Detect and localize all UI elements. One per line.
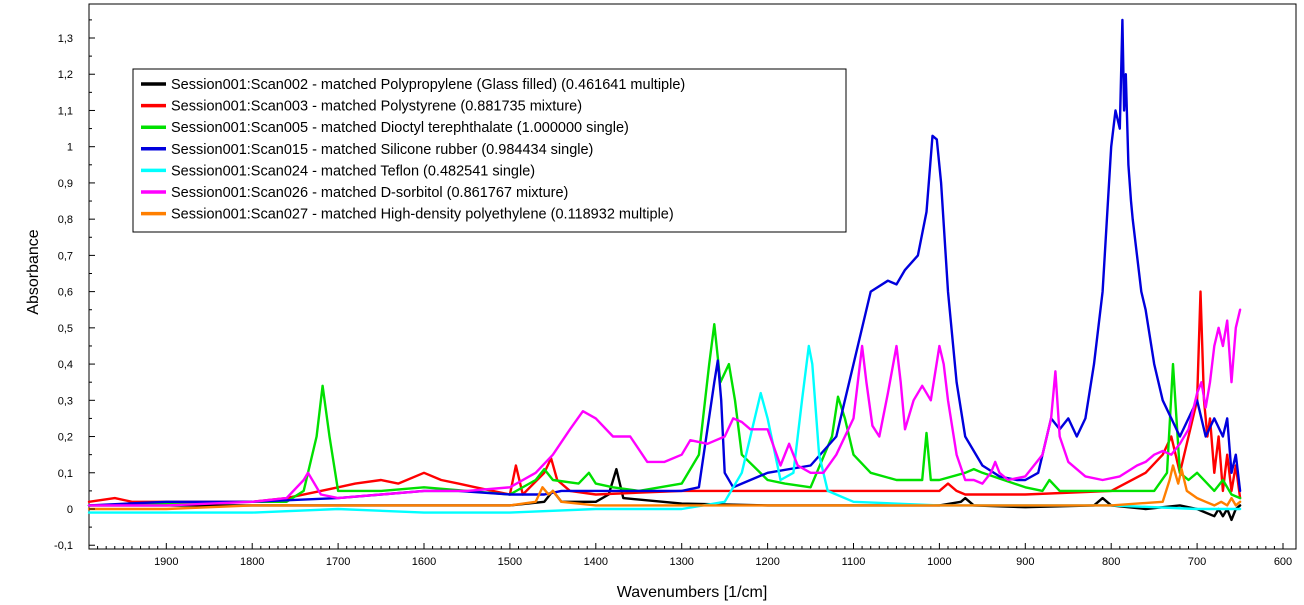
axes: 1900 1800 1700 1600 1500 1400 1300 1200 1100 1000… [54, 19, 1292, 568]
x-tick-label: 700 [1188, 556, 1206, 568]
x-tick-label: 600 [1274, 556, 1292, 568]
x-tick-label: 800 [1102, 556, 1120, 568]
legend-label-1: Session001:Scan002 - matched Polypropyle… [171, 77, 685, 93]
y-tick-label: 0,2 [58, 432, 73, 444]
series-line-2 [87, 290, 1242, 503]
x-tick-label: 1700 [326, 556, 350, 568]
y-tick-label: 0,3 [58, 395, 73, 407]
legend-label-3: Session001:Scan005 - matched Dioctyl ter… [171, 120, 629, 136]
legend-label-4: Session001:Scan015 - matched Silicone ru… [171, 142, 593, 158]
legend-box [132, 68, 847, 233]
y-tick-label: 0,7 [58, 250, 73, 262]
series-line-6 [87, 308, 1242, 507]
series-line-4 [87, 18, 1242, 507]
series-line-7 [87, 464, 1242, 511]
y-tick-label: 0,5 [58, 323, 73, 335]
y-tick-label: -0,1 [54, 540, 73, 552]
y-axis-title: Absorbance [25, 229, 42, 314]
legend-label-5: Session001:Scan024 - matched Teflon (0.4… [171, 163, 535, 179]
x-tick-label: 900 [1016, 556, 1034, 568]
legend-label-6: Session001:Scan026 - matched D-sorbitol … [171, 185, 568, 201]
y-tick-label: 0,6 [58, 287, 73, 299]
x-tick-label: 1100 [842, 556, 866, 568]
legend: Session001:Scan002 - matched Polypropyle… [132, 68, 847, 233]
y-tick-label: 1,3 [58, 33, 73, 45]
y-tick-label: 1 [67, 142, 73, 154]
x-tick-label: 1800 [240, 556, 264, 568]
series-lines [87, 18, 1242, 522]
y-tick-label: 0,1 [58, 468, 73, 480]
x-tick-label: 1200 [755, 556, 779, 568]
x-tick-label: 1600 [412, 556, 436, 568]
legend-label-7: Session001:Scan027 - matched High-densit… [171, 207, 674, 223]
x-tick-label: 1400 [584, 556, 608, 568]
y-tick-label: 1,1 [58, 105, 73, 117]
x-tick-label: 1500 [498, 556, 522, 568]
x-axis-title: Wavenumbers [1/cm] [617, 584, 768, 601]
y-tick-label: 0,4 [58, 359, 73, 371]
x-tick-label: 1900 [154, 556, 178, 568]
y-tick-label: 0 [67, 504, 73, 516]
x-tick-label: 1000 [927, 556, 951, 568]
y-tick-label: 0,9 [58, 178, 73, 190]
legend-label-2: Session001:Scan003 - matched Polystyrene… [171, 99, 582, 115]
y-tick-label: 1,2 [58, 69, 73, 81]
y-tick-label: 0,8 [58, 214, 73, 226]
x-tick-label: 1300 [669, 556, 693, 568]
